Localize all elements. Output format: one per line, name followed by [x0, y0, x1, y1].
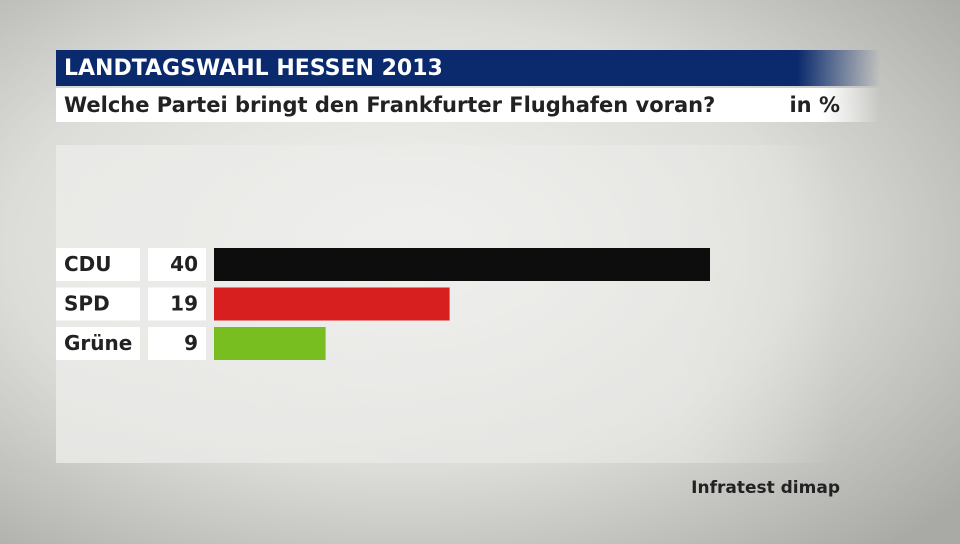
- category-label: CDU: [64, 252, 112, 276]
- value-label: 9: [184, 331, 198, 355]
- category-label: Grüne: [64, 331, 132, 355]
- value-label: 40: [170, 252, 198, 276]
- chart-title: LANDTAGSWAHL HESSEN 2013: [64, 56, 443, 81]
- unit-label: in %: [789, 93, 840, 117]
- bar: [214, 248, 710, 281]
- label-box: [56, 287, 140, 321]
- value-box: [148, 327, 206, 360]
- source: Infratest dimap: [691, 478, 840, 498]
- bar: [214, 287, 450, 321]
- value-box: [148, 248, 206, 281]
- bar: [214, 327, 326, 360]
- category-label: SPD: [64, 292, 110, 316]
- value-box: [148, 287, 206, 321]
- subtitle-bar: [56, 88, 880, 122]
- label-box: [56, 248, 140, 281]
- title-bar: [56, 50, 880, 86]
- label-box: [56, 327, 140, 360]
- value-label: 19: [170, 292, 198, 316]
- chart-subtitle: Welche Partei bringt den Frankfurter Flu…: [64, 93, 715, 117]
